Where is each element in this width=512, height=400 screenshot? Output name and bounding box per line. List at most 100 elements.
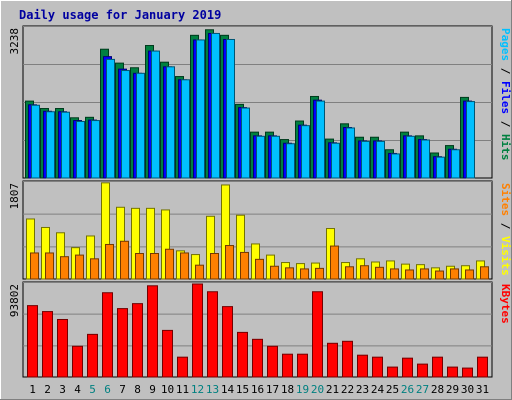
x-label-day-3: 3 (59, 383, 66, 396)
bar-sites-day-13 (210, 252, 219, 280)
bar-pages-day-16 (256, 135, 265, 179)
bar-sites-day-8 (135, 252, 144, 280)
bar-pages-day-25 (391, 153, 400, 179)
x-label-day-25: 25 (386, 383, 399, 396)
bar-pages-day-2 (46, 111, 55, 179)
bar-kbytes-day-15 (237, 331, 248, 378)
x-label-day-17: 17 (266, 383, 279, 396)
x-label-day-14: 14 (221, 383, 235, 396)
x-label-day-8: 8 (134, 383, 141, 396)
x-label-day-24: 24 (371, 383, 385, 396)
bar-kbytes-day-29 (447, 366, 458, 378)
bar-pages-day-21 (331, 142, 340, 179)
bar-kbytes-day-18 (282, 353, 293, 378)
x-label-day-27: 27 (416, 383, 429, 396)
bar-kbytes-day-27 (417, 363, 428, 378)
right-label-segment-hits_files_pages-0: Pages (499, 28, 512, 61)
right-label-segment-kbytes-0: KBytes (499, 284, 512, 324)
x-label-day-18: 18 (281, 383, 294, 396)
bar-sites-day-1 (30, 252, 39, 280)
bar-kbytes-day-17 (267, 345, 278, 378)
y-axis-max-labels: 3238 1807 93802 (8, 28, 21, 317)
x-label-day-2: 2 (44, 383, 51, 396)
x-label-day-22: 22 (341, 383, 354, 396)
bar-kbytes-day-21 (327, 342, 338, 378)
bar-pages-day-11 (181, 79, 190, 179)
bar-kbytes-day-20 (312, 291, 323, 378)
bar-pages-day-22 (346, 127, 355, 179)
bar-pages-day-20 (316, 100, 325, 179)
x-label-day-9: 9 (149, 383, 156, 396)
bar-kbytes-day-4 (72, 345, 83, 378)
bar-pages-day-27 (421, 139, 430, 179)
bar-kbytes-day-1 (27, 305, 38, 378)
bar-pages-day-19 (301, 125, 310, 179)
bar-sites-day-20 (315, 267, 324, 280)
right-label-segment-hits_files_pages-1: / (499, 61, 512, 81)
bar-kbytes-day-23 (357, 354, 368, 378)
bar-kbytes-day-5 (87, 333, 98, 378)
bar-pages-day-4 (76, 120, 85, 179)
bar-pages-day-5 (91, 120, 100, 179)
bar-sites-day-21 (330, 245, 339, 280)
bar-kbytes-day-8 (132, 303, 143, 378)
x-label-day-26: 26 (401, 383, 414, 396)
bar-pages-day-7 (121, 70, 130, 179)
x-label-day-15: 15 (236, 383, 249, 396)
bar-pages-day-24 (376, 140, 385, 179)
x-label-day-20: 20 (311, 383, 324, 396)
bar-kbytes-day-12 (192, 283, 203, 378)
bar-kbytes-day-10 (162, 329, 173, 378)
bar-sites-day-9 (150, 252, 159, 280)
x-label-day-4: 4 (74, 383, 81, 396)
bar-kbytes-day-2 (42, 311, 53, 378)
bar-sites-day-18 (285, 267, 294, 280)
bar-sites-day-25 (390, 268, 399, 280)
x-label-day-1: 1 (29, 383, 36, 396)
bar-kbytes-day-16 (252, 338, 263, 378)
x-label-day-23: 23 (356, 383, 369, 396)
bar-kbytes-day-30 (462, 367, 473, 378)
bar-pages-day-30 (466, 101, 475, 179)
x-label-day-21: 21 (326, 383, 339, 396)
chart-title: Daily usage for January 2019 (19, 8, 221, 22)
bar-kbytes-day-6 (102, 292, 113, 378)
bar-pages-day-8 (136, 72, 145, 179)
bar-pages-day-6 (106, 58, 115, 179)
bar-sites-day-19 (300, 268, 309, 280)
right-label-visits_sites: Sites / Visits (499, 183, 512, 276)
bar-sites-day-17 (270, 265, 279, 280)
bar-kbytes-day-24 (372, 356, 383, 378)
bar-pages-day-14 (226, 38, 235, 179)
bar-sites-day-29 (450, 268, 459, 280)
x-label-day-5: 5 (89, 383, 96, 396)
bar-kbytes-day-26 (402, 357, 413, 378)
bar-sites-day-5 (90, 258, 99, 280)
bar-sites-day-4 (75, 254, 84, 280)
bar-sites-day-22 (345, 266, 354, 280)
right-label-segment-hits_files_pages-4: Hits (499, 134, 512, 161)
bar-pages-day-26 (406, 135, 415, 179)
ymax-label-kbytes: 93802 (8, 284, 21, 317)
bar-kbytes-day-31 (477, 356, 488, 378)
ymax-label-hits_files_pages: 3238 (8, 28, 21, 55)
bar-sites-day-2 (45, 252, 54, 280)
x-label-day-13: 13 (206, 383, 219, 396)
bar-pages-day-28 (436, 156, 445, 179)
bar-kbytes-day-22 (342, 340, 353, 378)
bar-pages-day-18 (286, 143, 295, 179)
bars-layer (25, 29, 489, 378)
bar-sites-day-31 (480, 266, 489, 280)
right-label-kbytes: KBytes (499, 284, 512, 324)
bar-kbytes-day-11 (177, 356, 188, 378)
x-label-day-7: 7 (119, 383, 126, 396)
right-label-segment-visits_sites-2: Visits (499, 236, 512, 276)
x-label-day-19: 19 (296, 383, 309, 396)
bar-kbytes-day-9 (147, 285, 158, 378)
right-label-hits_files_pages: Pages / Files / Hits (499, 28, 512, 161)
x-label-day-16: 16 (251, 383, 264, 396)
bar-pages-day-9 (151, 50, 160, 179)
bar-sites-day-11 (180, 252, 189, 280)
